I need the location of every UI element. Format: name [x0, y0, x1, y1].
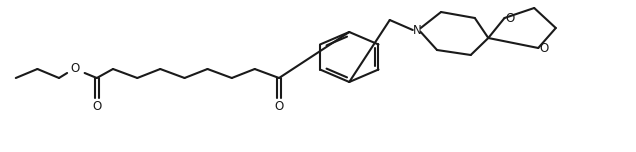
Text: O: O [274, 100, 284, 112]
Text: O: O [92, 100, 101, 112]
Text: N: N [412, 24, 421, 36]
Text: O: O [539, 41, 548, 55]
Text: O: O [71, 62, 80, 76]
Text: O: O [506, 12, 515, 24]
